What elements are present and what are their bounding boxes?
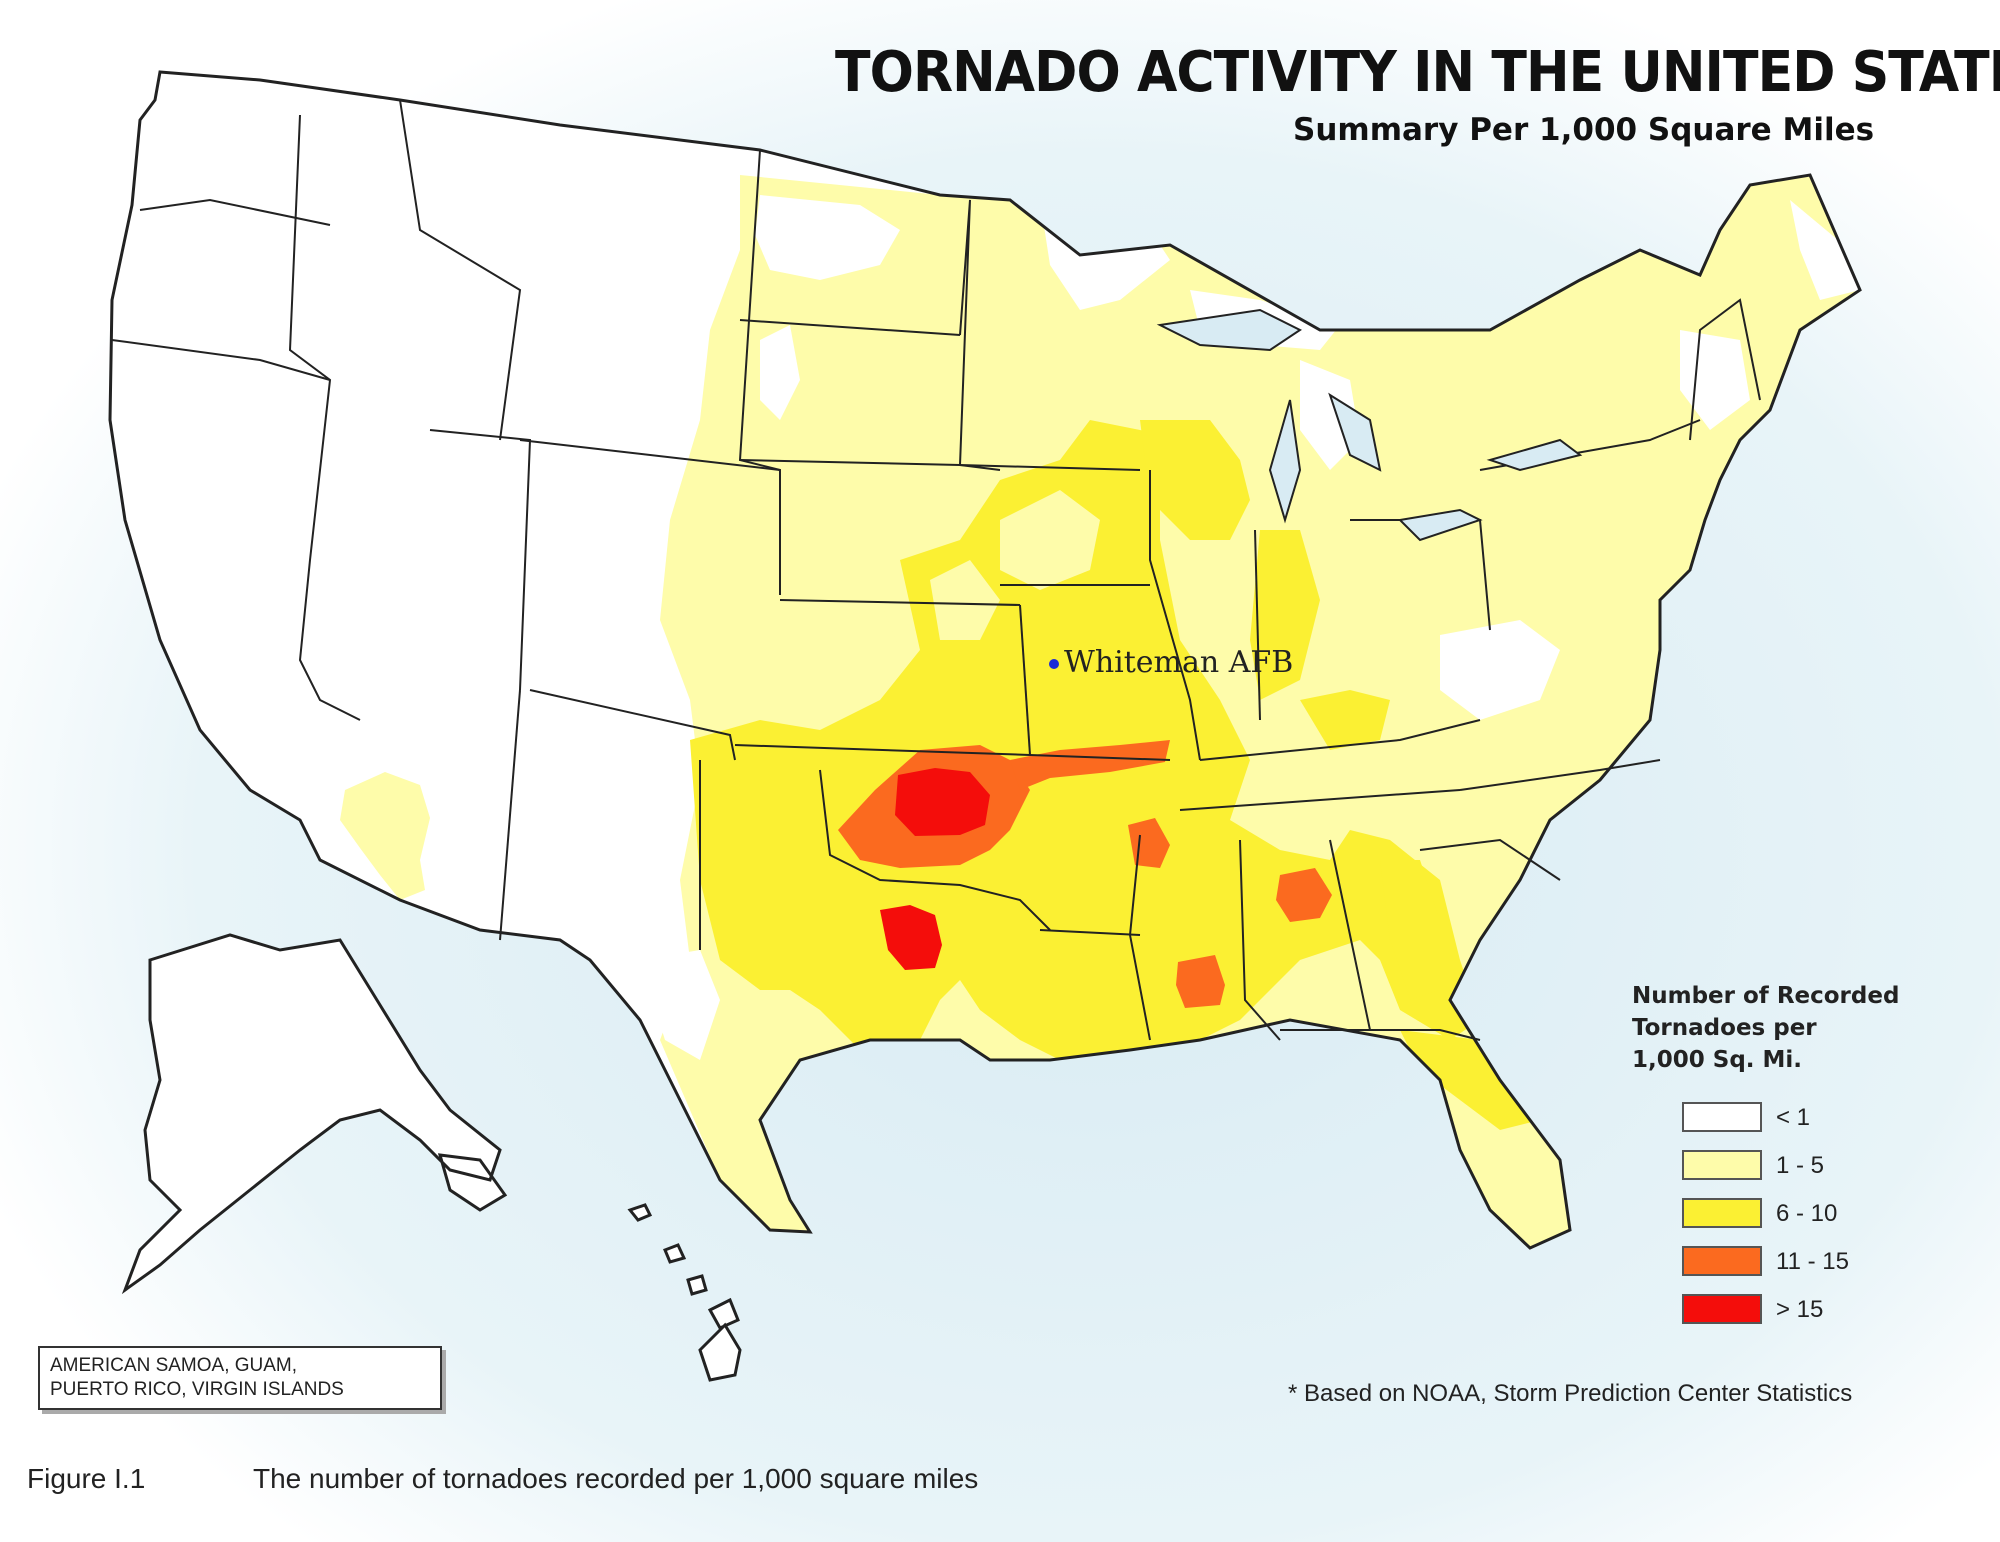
zone-1-5-iowa-cut: [1000, 490, 1100, 590]
border-ne-ks: [779, 599, 1021, 606]
zone-lt1-maine: [1790, 200, 1860, 300]
legend-item: 1 - 5: [1632, 1150, 1962, 1198]
legend: Number of Recorded Tornadoes per 1,000 S…: [1632, 980, 1962, 1342]
border-new-england: [1689, 298, 1761, 441]
zone-11-15-missouri-band: [1010, 740, 1170, 790]
legend-item: < 1: [1632, 1102, 1962, 1150]
border-id-mt: [399, 99, 522, 441]
zone-lt1-north-dakota: [755, 195, 900, 280]
zone-1-5-arizona: [340, 772, 430, 900]
zone-1-5-ne-cut: [830, 600, 900, 690]
map-subtitle: Summary Per 1,000 Square Miles: [1293, 112, 1875, 148]
zone-6-10-wisconsin: [1140, 420, 1250, 540]
zone-lt1-south-texas: [640, 950, 720, 1060]
legend-swatch: [1682, 1102, 1762, 1132]
legend-swatch: [1682, 1246, 1762, 1276]
zone-11-15-alabama: [1276, 868, 1332, 922]
hawaii: [627, 1203, 742, 1382]
border-ar-la: [1039, 929, 1141, 936]
figure-number: Figure I.1: [27, 1463, 146, 1494]
great-lakes: [1156, 308, 1583, 542]
border-ks-ok: [734, 744, 1031, 756]
whiteman-afb-label: Whiteman AFB: [1064, 645, 1293, 680]
zone-1-5-ks-cut: [930, 560, 1000, 640]
source-footnote: * Based on NOAA, Storm Prediction Center…: [1288, 1380, 1853, 1407]
map-title: TORNADO ACTIVITY IN THE UNITED STATES*: [835, 40, 2000, 105]
legend-label: 6 - 10: [1776, 1200, 1838, 1227]
border-co-nm: [529, 689, 736, 761]
border-nd-sd: [739, 319, 961, 336]
zone-gt15-texas: [880, 905, 942, 970]
border-ky-tn: [1199, 719, 1481, 761]
zone-lt1-sd-west: [760, 325, 800, 420]
figure-caption: The number of tornadoes recorded per 1,0…: [253, 1463, 979, 1494]
alaska: [121, 933, 508, 1295]
zone-6-10-georgia: [1380, 860, 1440, 1000]
territories-line: PUERTO RICO, VIRGIN ISLANDS: [50, 1379, 344, 1400]
border-mn-ia: [958, 199, 1141, 471]
border-wy-co: [519, 439, 781, 595]
zone-lt1-appalachia: [1440, 620, 1560, 720]
legend-swatch: [1682, 1198, 1762, 1228]
legend-title-line: Number of Recorded: [1632, 983, 1900, 1009]
zone-6-10-florida: [1400, 1030, 1540, 1130]
legend-item: 6 - 10: [1632, 1198, 1962, 1246]
border-ks-mo: [1019, 604, 1031, 756]
border-la-ms: [1128, 834, 1151, 1041]
border-ok-tx: [819, 769, 1051, 931]
border-in-oh: [1254, 529, 1261, 721]
legend-swatch: [1682, 1294, 1762, 1324]
zone-11-15-mississippi: [1176, 955, 1225, 1008]
border-al-ga: [1329, 839, 1371, 1031]
border-ga-fl: [1280, 1029, 1481, 1041]
border-wa-or: [139, 198, 331, 226]
border-mo-ar: [1029, 754, 1171, 761]
border-nv-ut: [429, 429, 532, 691]
legend-title: Number of Recorded Tornadoes per 1,000 S…: [1632, 980, 1962, 1076]
whiteman-afb-marker[interactable]: [1049, 659, 1059, 669]
border-az-nm: [499, 689, 521, 941]
legend-title-line: 1,000 Sq. Mi.: [1632, 1047, 1803, 1073]
border-nc-sc: [1419, 838, 1561, 881]
border-or-ca: [111, 339, 331, 381]
zone-6-10-kentucky: [1300, 690, 1390, 750]
zone-6-10-indiana: [1250, 530, 1320, 700]
legend-label: > 15: [1776, 1296, 1824, 1323]
legend-item: > 15: [1632, 1294, 1962, 1342]
state-borders: [111, 99, 1761, 1041]
legend-label: < 1: [1776, 1104, 1811, 1131]
zone-gt15-oklahoma: [895, 768, 990, 836]
territories-box: AMERICAN SAMOA, GUAM, PUERTO RICO, VIRGI…: [38, 1346, 442, 1410]
border-tn: [1179, 789, 1461, 811]
border-il-in: [1149, 470, 1201, 761]
border-west-col: [288, 114, 361, 721]
border-ms-al: [1239, 839, 1281, 1041]
border-va-nc: [1459, 759, 1661, 791]
legend-label: 1 - 5: [1776, 1152, 1825, 1179]
legend-title-line: Tornadoes per: [1632, 1015, 1817, 1041]
territories-line: AMERICAN SAMOA, GUAM,: [50, 1355, 298, 1376]
legend-label: 11 - 15: [1776, 1248, 1849, 1275]
legend-item: 11 - 15: [1632, 1246, 1962, 1294]
legend-swatch: [1682, 1150, 1762, 1180]
